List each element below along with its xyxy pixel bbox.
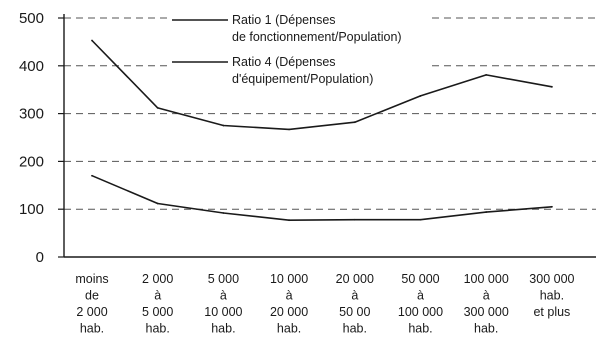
data-point (551, 205, 553, 208)
x-tick-label: moins de 2 000 hab. (75, 272, 108, 336)
x-tick-label: 300 000 hab. et plus (529, 272, 574, 319)
data-point (485, 73, 488, 76)
data-point (288, 128, 290, 131)
x-tick-label-line: 300 000 (464, 305, 509, 319)
series-line-2 (91, 174, 552, 221)
x-tick-label-line: hab. (146, 322, 170, 336)
x-tick-label-line: moins (75, 272, 108, 286)
legend-label-line: Ratio 4 (Dépenses (232, 55, 336, 69)
x-tick-label-line: 50 000 (401, 272, 439, 286)
data-point (156, 202, 159, 205)
x-tick-label-line: 20 000 (270, 305, 308, 319)
x-tick-label: 10 000 à 20 000 hab. (270, 272, 308, 336)
x-tick-label-line: hab. (474, 322, 498, 336)
x-tick-label-line: 10 000 (204, 305, 242, 319)
x-tick-label-line: 20 000 (336, 272, 374, 286)
x-tick-label-line: 50 00 (339, 305, 370, 319)
x-tick-label-line: hab. (277, 322, 301, 336)
x-tick-label-line: à (483, 289, 490, 303)
x-tick-label-line: 5 000 (208, 272, 239, 286)
data-point (551, 85, 553, 88)
x-tick-label-line: à (417, 289, 424, 303)
x-tick-label-line: hab. (80, 322, 104, 336)
y-tick-label: 0 (36, 249, 44, 266)
x-tick-label-line: à (154, 289, 161, 303)
x-tick-label-line: 10 000 (270, 272, 308, 286)
x-tick-label-line: hab. (343, 322, 367, 336)
y-tick-label: 200 (19, 153, 44, 170)
x-tick-label-line: 100 000 (398, 305, 443, 319)
x-tick-label-line: hab. (211, 322, 235, 336)
data-point (353, 218, 356, 221)
x-tick-label-line: à (351, 289, 358, 303)
data-point (222, 124, 225, 127)
x-tick-label: 2 000 à 5 000 hab. (142, 272, 173, 336)
x-tick-label-line: à (286, 289, 293, 303)
x-tick-label-line: 5 000 (142, 305, 173, 319)
data-point (222, 212, 225, 214)
data-point (485, 211, 488, 213)
x-tick-label-line: hab. (540, 289, 564, 303)
data-point (156, 106, 159, 109)
y-tick-label: 500 (19, 10, 44, 27)
x-tick-label-line: de (85, 289, 99, 303)
data-point (288, 219, 290, 222)
data-point (419, 95, 422, 97)
legend-label: Ratio 4 (Dépenses d'équipement/Population… (232, 55, 373, 86)
y-tick-label: 300 (19, 106, 44, 123)
legend-label: Ratio 1 (Dépenses de fonctionnement/Popul… (232, 13, 402, 44)
x-tick-label: 20 000 à 50 00 hab. (336, 272, 374, 336)
x-tick-label-line: 2 000 (76, 305, 107, 319)
data-point (91, 174, 93, 177)
x-tick-label-line: hab. (408, 322, 432, 336)
y-tick-label: 400 (19, 58, 44, 75)
legend-label-line: de fonctionnement/Population) (232, 30, 402, 44)
x-tick-label-line: et plus (533, 305, 570, 319)
x-tick-label-line: 2 000 (142, 272, 173, 286)
data-point (419, 218, 422, 221)
legend-label-line: Ratio 1 (Dépenses (232, 13, 336, 27)
series-line-1 (91, 39, 553, 131)
x-tick-label: 100 000 à 300 000 hab. (464, 272, 509, 336)
x-tick-label: 50 000 à 100 000 hab. (398, 272, 443, 336)
x-tick-label: 5 000 à 10 000 hab. (204, 272, 242, 336)
x-tick-label-line: à (220, 289, 227, 303)
data-point (91, 39, 93, 42)
y-tick-label: 100 (19, 201, 44, 218)
data-point (353, 121, 356, 124)
x-tick-label-line: 300 000 (529, 272, 574, 286)
legend-label-line: d'équipement/Population) (232, 72, 373, 86)
x-tick-label-line: 100 000 (464, 272, 509, 286)
